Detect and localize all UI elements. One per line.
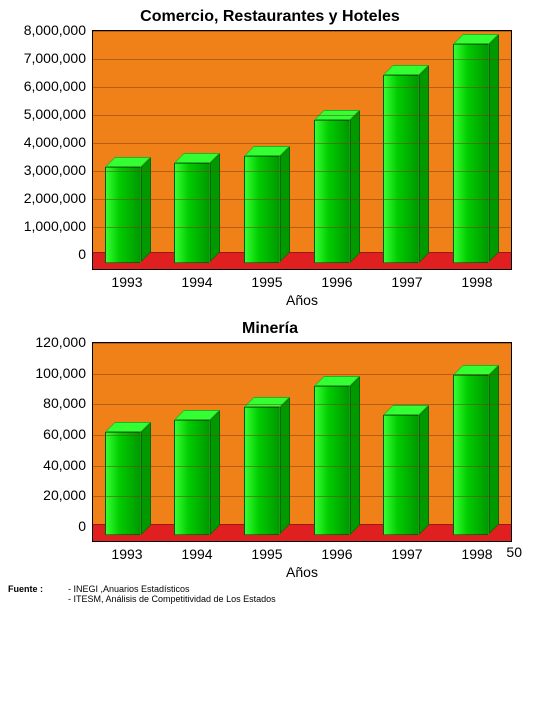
- gridline: [93, 227, 511, 228]
- bar: [453, 44, 499, 262]
- chart1-y-labels: 8,000,0007,000,0006,000,0005,000,0004,00…: [0, 30, 92, 270]
- x-tick-label: 1995: [251, 274, 282, 290]
- x-tick-label: 1997: [391, 274, 422, 290]
- y-tick-label: 5,000,000: [24, 106, 86, 122]
- y-tick-label: 2,000,000: [24, 190, 86, 206]
- chart2-plot: [92, 342, 512, 542]
- x-tick-label: 1995: [251, 546, 282, 562]
- gridline: [93, 343, 511, 344]
- x-tick-label: 1998: [461, 274, 492, 290]
- bar: [244, 156, 290, 262]
- gridline: [93, 435, 511, 436]
- chart1-axis-label: Años: [92, 292, 512, 308]
- gridline: [93, 171, 511, 172]
- footer: Fuente : - INEGI ,Anuarios Estadísticos-…: [0, 584, 540, 604]
- chart2-axis-label: Años: [92, 564, 512, 580]
- footer-source-line: - INEGI ,Anuarios Estadísticos: [68, 584, 532, 594]
- bar: [314, 386, 360, 535]
- bar: [383, 75, 429, 263]
- bar: [174, 420, 220, 535]
- gridline: [93, 466, 511, 467]
- chart1-x-labels: 1993 1994 1995 1996 1997 1998: [92, 274, 512, 290]
- gridline: [93, 59, 511, 60]
- x-tick-label: 1993: [111, 274, 142, 290]
- y-tick-label: 120,000: [35, 334, 86, 350]
- x-tick-label: 1994: [181, 274, 212, 290]
- bar: [453, 375, 499, 534]
- x-tick-label: 1993: [111, 546, 142, 562]
- y-tick-label: 0: [78, 518, 86, 534]
- chart1: 8,000,0007,000,0006,000,0005,000,0004,00…: [0, 30, 540, 270]
- y-tick-label: 40,000: [43, 457, 86, 473]
- y-tick-label: 7,000,000: [24, 50, 86, 66]
- y-tick-label: 80,000: [43, 395, 86, 411]
- gridline: [93, 87, 511, 88]
- y-tick-label: 1,000,000: [24, 218, 86, 234]
- footer-source-line: - ITESM, Análisis de Competitividad de L…: [68, 594, 532, 604]
- bar: [174, 163, 220, 262]
- x-tick-label: 1997: [391, 546, 422, 562]
- page-number: 50: [506, 544, 522, 560]
- x-tick-label: 1998: [461, 546, 492, 562]
- y-tick-label: 100,000: [35, 365, 86, 381]
- y-tick-label: 4,000,000: [24, 134, 86, 150]
- bar: [244, 407, 290, 534]
- gridline: [93, 115, 511, 116]
- bar: [105, 432, 151, 535]
- chart2-x-labels: 1993 1994 1995 1996 1997 1998: [92, 546, 512, 562]
- y-tick-label: 60,000: [43, 426, 86, 442]
- gridline: [93, 143, 511, 144]
- chart2: 120,000100,00080,00060,00040,00020,0000: [0, 342, 540, 542]
- gridline: [93, 496, 511, 497]
- bar: [105, 167, 151, 262]
- chart2-bars: [93, 351, 511, 535]
- y-tick-label: 20,000: [43, 487, 86, 503]
- gridline: [93, 199, 511, 200]
- x-tick-label: 1994: [181, 546, 212, 562]
- y-tick-label: 0: [78, 246, 86, 262]
- y-tick-label: 3,000,000: [24, 162, 86, 178]
- bar: [383, 415, 429, 535]
- footer-sources: - INEGI ,Anuarios Estadísticos- ITESM, A…: [68, 584, 532, 604]
- chart1-plot: [92, 30, 512, 270]
- gridline: [93, 374, 511, 375]
- x-tick-label: 1996: [321, 546, 352, 562]
- y-tick-label: 6,000,000: [24, 78, 86, 94]
- chart2-y-labels: 120,000100,00080,00060,00040,00020,0000: [0, 342, 92, 542]
- footer-label: Fuente :: [8, 584, 68, 604]
- x-tick-label: 1996: [321, 274, 352, 290]
- bar: [314, 120, 360, 263]
- gridline: [93, 404, 511, 405]
- chart1-bars: [93, 39, 511, 263]
- gridline: [93, 31, 511, 32]
- y-tick-label: 8,000,000: [24, 22, 86, 38]
